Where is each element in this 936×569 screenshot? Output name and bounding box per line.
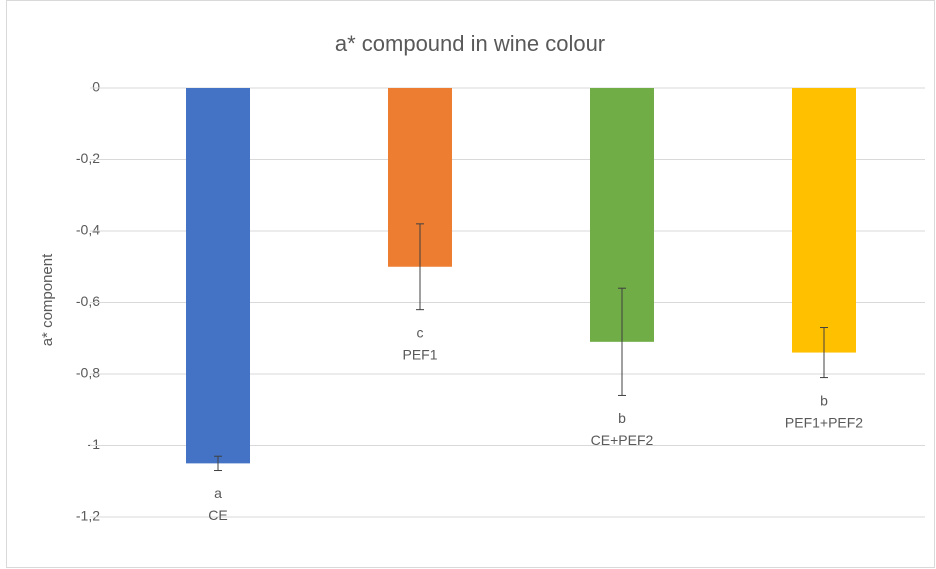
annotation: b	[618, 410, 626, 426]
y-tick-label: -1,2	[76, 508, 100, 524]
bar	[792, 88, 856, 353]
category-label: PEF1+PEF2	[785, 414, 863, 430]
chart-border	[6, 0, 935, 568]
category-label: CE	[208, 507, 227, 523]
y-tick-label: -0,8	[76, 365, 100, 381]
y-tick-label: -1	[88, 436, 101, 452]
annotation: b	[820, 392, 828, 408]
y-tick-label: -0,2	[76, 150, 100, 166]
annotation: c	[417, 324, 424, 340]
y-tick-label: -0,4	[76, 222, 100, 238]
chart-title: a* compound in wine colour	[335, 31, 605, 56]
y-axis-label: a* component	[39, 253, 56, 346]
category-label: PEF1	[402, 346, 437, 362]
annotation: a	[214, 485, 222, 501]
bar	[186, 88, 250, 464]
category-label: CE+PEF2	[591, 432, 654, 448]
y-tick-label: 0	[92, 79, 100, 95]
y-tick-label: -0,6	[76, 293, 100, 309]
